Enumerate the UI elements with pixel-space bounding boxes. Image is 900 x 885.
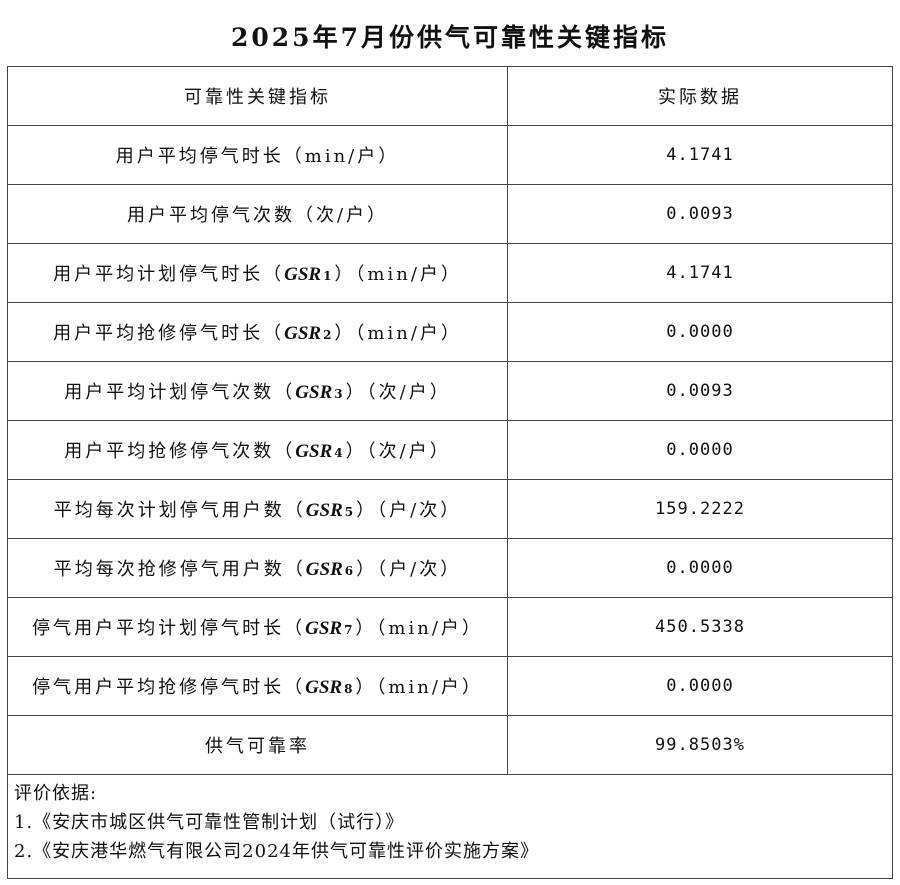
indicator-name: 停气用户平均抢修停气时长（GSR 8）（min/户） [7,656,508,716]
indicator-name: 用户平均停气时长（min/户） [7,125,508,185]
indicator-unit: ）（次/户） [345,382,451,403]
indicator-code: GSR [305,677,343,698]
indicator-code-subscript: 7 [344,623,356,637]
indicator-name: 用户平均停气次数（次/户） [7,184,508,244]
indicator-unit: ）（次/户） [345,441,451,462]
table-header-row: 可靠性关键指标 实际数据 [7,66,893,126]
indicator-unit: ）（min/户） [334,264,462,285]
indicator-code: GSR [284,264,322,285]
indicator-code-subscript: 1 [323,269,335,283]
table-row: 用户平均计划停气次数（GSR 3）（次/户） 0.0093 [7,361,893,421]
indicator-label: 平均每次抢修停气用户数（ [53,559,306,580]
indicator-code: GSR [305,559,343,580]
indicator-name: 用户平均抢修停气时长（GSR 2）（min/户） [7,302,508,362]
indicator-label: 用户平均停气次数（次/户） [126,205,389,226]
indicator-unit: ）（min/户） [355,618,483,639]
indicator-code: GSR [295,441,333,462]
indicator-name: 用户平均计划停气时长（GSR 1）（min/户） [7,243,508,303]
evaluation-basis-item: 1.《安庆市城区供气可靠性管制计划（试行）》 [14,812,405,833]
indicator-label: 平均每次计划停气用户数（ [53,500,306,521]
table-row: 平均每次抢修停气用户数（GSR 6）（户/次） 0.0000 [7,538,893,598]
indicator-name: 停气用户平均计划停气时长（GSR 7）（min/户） [7,597,508,657]
evaluation-basis-item: 2.《安庆港华燃气有限公司2024年供气可靠性评价实施方案》 [14,841,539,862]
indicator-label: 用户平均计划停气时长（ [53,264,285,285]
indicator-name: 用户平均计划停气次数（GSR 3）（次/户） [7,361,508,421]
indicator-label: 用户平均抢修停气次数（ [64,441,296,462]
indicator-unit: ）（min/户） [334,323,462,344]
document-title: 2025年7月份供气可靠性关键指标 [231,23,669,52]
indicator-value: 0.0000 [507,656,893,716]
indicator-code-subscript: 4 [334,446,346,460]
footer-row: 评价依据: 1.《安庆市城区供气可靠性管制计划（试行）》 2.《安庆港华燃气有限… [7,774,893,879]
table-row: 用户平均停气时长（min/户） 4.1741 [7,125,893,185]
indicator-value: 159.2222 [507,479,893,539]
table-row: 用户平均停气次数（次/户） 0.0093 [7,184,893,244]
indicator-code-subscript: 3 [334,387,346,401]
value-column-header: 实际数据 [507,66,893,126]
evaluation-basis-heading: 评价依据: [14,783,98,804]
table-row: 用户平均抢修停气次数（GSR 4）（次/户） 0.0000 [7,420,893,480]
indicator-code-subscript: 2 [323,328,335,342]
indicator-value: 0.0093 [507,361,893,421]
indicator-code: GSR [284,323,322,344]
indicator-value: 0.0093 [507,184,893,244]
indicator-value: 4.1741 [507,125,893,185]
indicator-unit: ）（户/次） [356,500,462,521]
indicator-code: GSR [305,500,343,521]
reliability-indicators-table: 可靠性关键指标 实际数据 用户平均停气时长（min/户） 4.1741 用户平均停气… [7,66,893,879]
table-row: 供气可靠率 99.8503% [7,715,893,775]
indicator-unit: ）（户/次） [356,559,462,580]
indicator-label: 供气可靠率 [205,736,310,757]
table-row: 用户平均计划停气时长（GSR 1）（min/户） 4.1741 [7,243,893,303]
indicator-label: 用户平均停气时长（min/户） [115,146,400,167]
indicator-value: 99.8503% [507,715,893,775]
indicator-code-subscript: 8 [344,682,356,696]
indicator-value: 0.0000 [507,420,893,480]
indicator-label: 用户平均抢修停气时长（ [53,323,285,344]
table-row: 用户平均抢修停气时长（GSR 2）（min/户） 0.0000 [7,302,893,362]
table-row: 停气用户平均抢修停气时长（GSR 8）（min/户） 0.0000 [7,656,893,716]
indicator-code: GSR [295,382,333,403]
indicator-value: 4.1741 [507,243,893,303]
indicator-label: 停气用户平均计划停气时长（ [32,618,306,639]
evaluation-basis: 评价依据: 1.《安庆市城区供气可靠性管制计划（试行）》 2.《安庆港华燃气有限… [7,774,893,879]
table-row: 停气用户平均计划停气时长（GSR 7）（min/户） 450.5338 [7,597,893,657]
indicator-name: 供气可靠率 [7,715,508,775]
indicator-label: 停气用户平均抢修停气时长（ [32,677,306,698]
indicator-code-subscript: 6 [344,564,357,578]
indicator-name: 平均每次计划停气用户数（GSR 5）（户/次） [7,479,508,539]
indicator-value: 0.0000 [507,538,893,598]
indicator-value: 0.0000 [507,302,893,362]
table-row: 平均每次计划停气用户数（GSR 5）（户/次） 159.2222 [7,479,893,539]
indicator-code-subscript: 5 [344,505,357,519]
indicator-value: 450.5338 [507,597,893,657]
indicator-label: 用户平均计划停气次数（ [64,382,296,403]
indicator-unit: ）（min/户） [355,677,483,698]
indicator-code: GSR [305,618,343,639]
indicator-column-header: 可靠性关键指标 [7,66,508,126]
indicator-name: 平均每次抢修停气用户数（GSR 6）（户/次） [7,538,508,598]
indicator-name: 用户平均抢修停气次数（GSR 4）（次/户） [7,420,508,480]
